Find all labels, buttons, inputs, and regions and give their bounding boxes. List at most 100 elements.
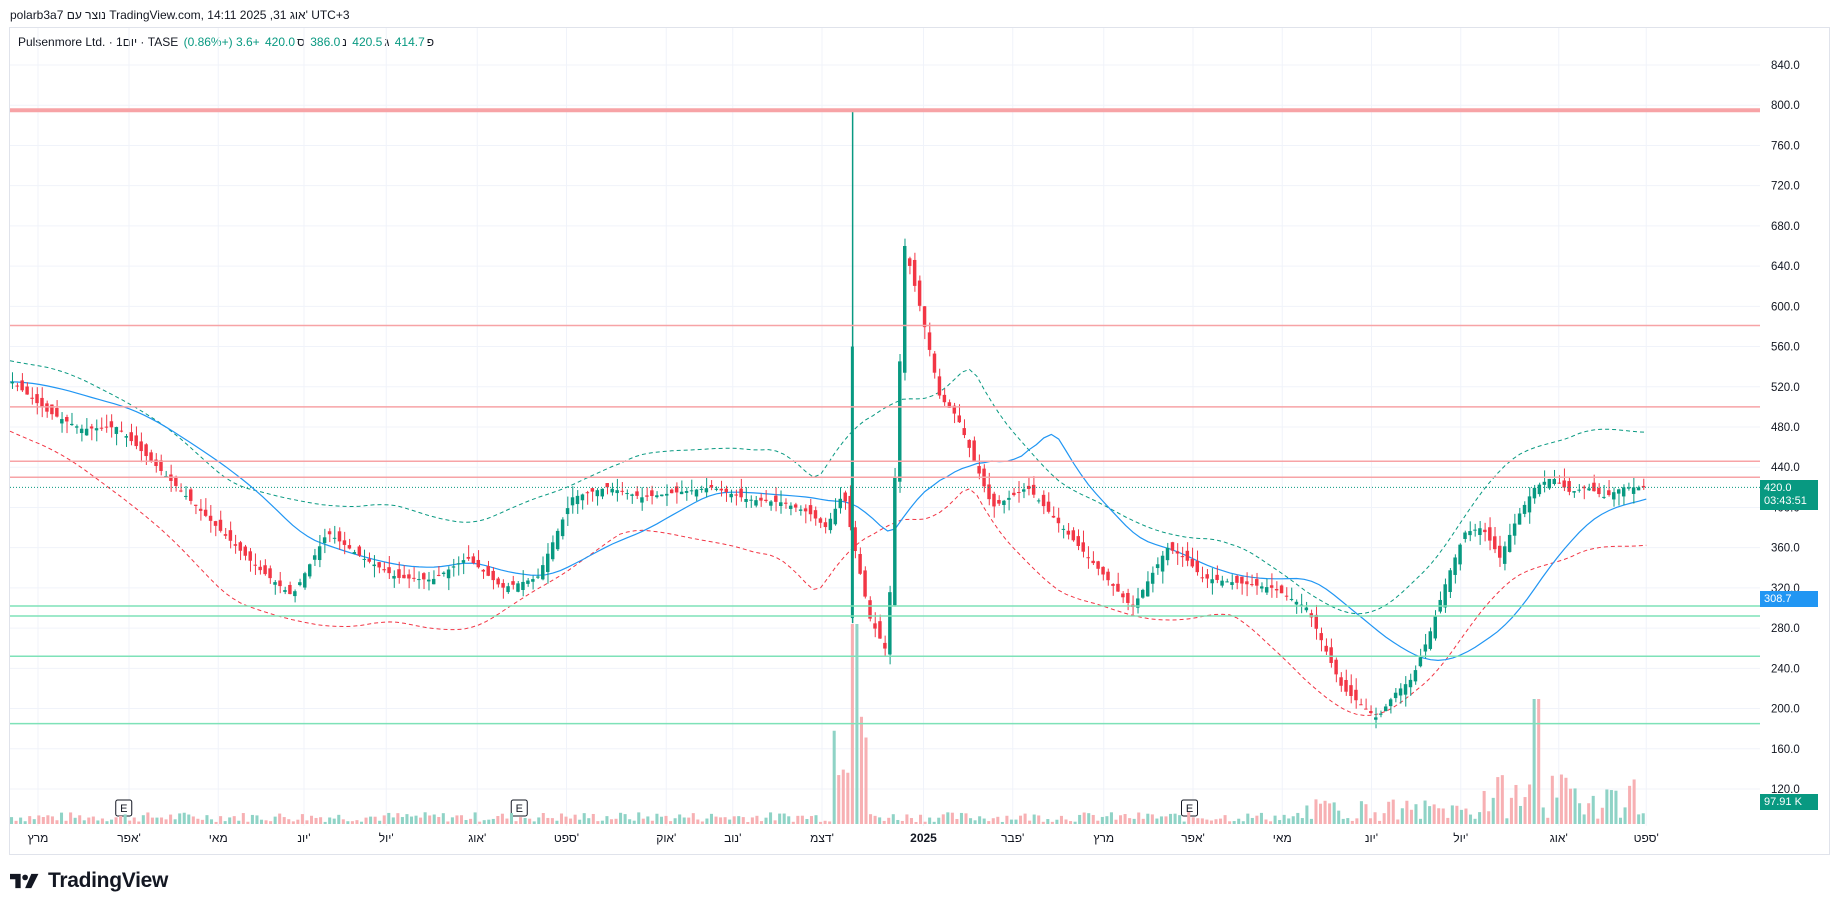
volume-bar	[650, 820, 654, 824]
volume-bar	[1405, 800, 1409, 824]
tradingview-brand[interactable]: TradingView	[10, 869, 168, 893]
volume-bar	[250, 814, 254, 824]
earnings-marker[interactable]: E	[510, 799, 528, 817]
earnings-marker[interactable]: E	[115, 799, 133, 817]
volume-bar	[41, 817, 45, 824]
candle-body	[1101, 566, 1105, 575]
candle-body	[555, 530, 560, 550]
candle-body	[1612, 492, 1616, 500]
candle-body	[1626, 487, 1631, 489]
candle-body	[1349, 685, 1353, 696]
volume-bar	[700, 821, 704, 824]
volume-bar	[1414, 804, 1418, 824]
candle-body	[1393, 692, 1398, 699]
volume-bar	[1568, 788, 1573, 824]
volume-bar	[1491, 797, 1495, 824]
volume-bar	[800, 815, 804, 824]
volume-bar	[1159, 816, 1163, 824]
volume-bar	[928, 817, 932, 824]
candle-body	[625, 493, 629, 495]
candle-body	[298, 582, 302, 586]
candle-body	[843, 492, 847, 502]
candle-body	[362, 558, 366, 560]
volume-bar	[500, 813, 504, 824]
volume-bar	[646, 816, 650, 824]
volume-bar	[832, 730, 836, 824]
volume-bar	[173, 819, 177, 824]
candle-body	[898, 361, 902, 482]
volume-bar	[1264, 819, 1268, 824]
candle-body	[1289, 598, 1294, 600]
volume-bar	[150, 817, 154, 824]
volume-bar	[82, 820, 86, 824]
candle-body	[1339, 677, 1343, 686]
volume-bar	[1559, 774, 1563, 824]
volume-bar	[291, 821, 295, 824]
volume-bar	[1505, 818, 1509, 824]
volume-bar	[405, 814, 409, 824]
volume-bar	[614, 818, 618, 824]
volume-bar	[123, 814, 127, 824]
candle-body	[273, 582, 277, 585]
candle-body	[1607, 490, 1611, 496]
volume-bar	[1200, 818, 1204, 824]
candle-body	[322, 537, 327, 544]
volume-bar	[600, 820, 604, 824]
candle-body	[1324, 645, 1328, 652]
volume-bar	[882, 820, 886, 824]
volume-bar	[555, 820, 559, 824]
candle-body	[198, 508, 203, 511]
low-label: נ	[342, 35, 347, 49]
volume-bar	[341, 819, 345, 824]
candle-body	[873, 623, 877, 629]
volume-bar	[1319, 803, 1323, 824]
y-tick-label: 360.0	[1771, 543, 1800, 555]
earnings-marker[interactable]: E	[1181, 799, 1198, 817]
volume-bar	[900, 820, 904, 824]
x-tick-label: מאי	[1273, 831, 1292, 845]
candle-body	[40, 397, 44, 408]
candle-body	[1587, 488, 1591, 491]
volume-bar	[296, 819, 300, 824]
candle-body	[1532, 487, 1537, 499]
volume-bar	[1528, 784, 1532, 824]
candle-body	[1274, 588, 1279, 591]
volume-bar	[1009, 819, 1013, 824]
candle-body	[1111, 584, 1115, 586]
candle-body	[605, 483, 609, 488]
candle-body	[1537, 484, 1542, 495]
volume-bar	[823, 820, 827, 824]
volume-bar	[1587, 803, 1591, 824]
candle-body	[288, 584, 292, 595]
candle-body	[382, 569, 386, 571]
volume-bar	[996, 816, 1000, 824]
candle-body	[1210, 579, 1214, 584]
volume-bar	[1441, 808, 1445, 824]
candle-body	[60, 419, 64, 424]
symbol-name[interactable]: Pulsenmore Ltd. · 1יום · TASE	[18, 35, 179, 49]
candle-body	[427, 579, 431, 582]
volume-bar	[219, 816, 223, 824]
volume-bar	[323, 821, 327, 824]
candle-body	[1621, 487, 1626, 497]
candle-body	[774, 495, 778, 502]
volume-bar	[59, 812, 64, 824]
candle-body	[1007, 497, 1011, 500]
candle-body	[749, 499, 753, 501]
volume-bar	[469, 818, 473, 824]
volume-bar	[109, 819, 114, 824]
volume-bar	[1637, 814, 1641, 824]
volume-bar	[1364, 804, 1368, 824]
candle-body	[927, 332, 932, 350]
volume-bar	[1014, 819, 1018, 824]
y-tick-label: 600.0	[1771, 301, 1800, 313]
candle-body	[660, 494, 664, 497]
volume-bar	[105, 821, 109, 824]
candle-body	[1617, 489, 1621, 494]
volume-bar	[691, 813, 695, 824]
volume-bar	[241, 813, 245, 824]
candle-body	[208, 515, 213, 521]
volume-bar	[114, 817, 118, 824]
volume-bar	[1209, 820, 1213, 824]
